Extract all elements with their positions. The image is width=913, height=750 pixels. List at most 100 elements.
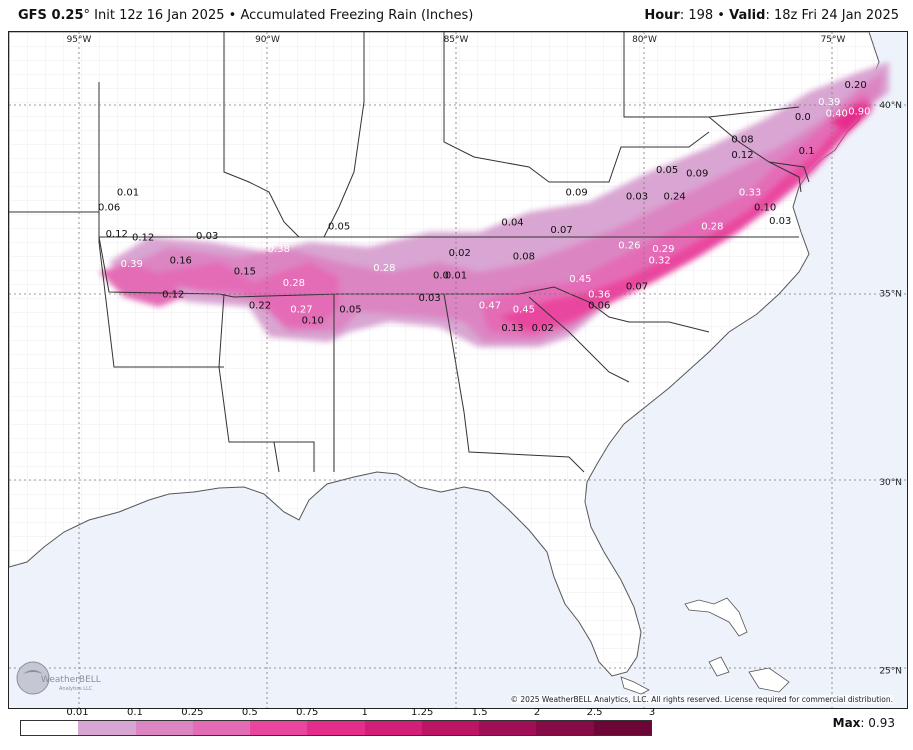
legend-color-segment	[78, 721, 136, 735]
logo-subtext: Analytics LLC	[59, 686, 93, 692]
bullet: •	[228, 7, 237, 23]
accumulation-value-label: 0.10	[754, 203, 776, 214]
longitude-label: 75°W	[821, 35, 846, 45]
accumulation-value-label: 0.09	[686, 169, 708, 180]
accumulation-value-label: 0.29	[652, 244, 674, 255]
legend-tick-label: 0.75	[296, 707, 319, 718]
valid-label: Valid	[729, 7, 766, 23]
latitude-label: 40°N	[879, 101, 902, 111]
accumulation-value-label: 0.13	[501, 323, 523, 334]
legend-tick-label: 1	[361, 707, 368, 718]
accumulation-value-label: 0.06	[588, 301, 610, 312]
latitude-label: 25°N	[879, 667, 902, 677]
product-name: Accumulated Freezing Rain (Inches)	[240, 7, 474, 23]
copyright-notice: © 2025 WeatherBELL Analytics, LLC. All r…	[510, 695, 893, 704]
weatherbell-logo-graphic: WeatherBELL Analytics LLC	[16, 661, 101, 695]
map-panel: 95°W 90°W 85°W 80°W 75°W 40°N 35°N 30°N 25°N 0.…	[8, 31, 908, 709]
accumulation-value-label: 0.28	[373, 263, 395, 274]
accumulation-value-label: 0.26	[618, 240, 640, 251]
legend-color-segment	[536, 721, 594, 735]
accumulation-value-label: 0.28	[283, 278, 305, 289]
islands	[620, 597, 790, 695]
legend-tick-label: 1.5	[471, 707, 488, 718]
logo-text: WeatherBELL	[41, 675, 101, 685]
legend-color-segment	[479, 721, 537, 735]
legend-color-segment	[250, 721, 308, 735]
accumulation-value-label: 0.0	[433, 270, 449, 281]
accumulation-value-label: 0.03	[626, 191, 648, 202]
legend-labels: 0.01 0.1 0.25 0.5 0.75 1 1.25 1.5 2 2.5 3	[20, 707, 656, 719]
accumulation-value-label: 0.05	[339, 304, 361, 315]
longitude-label: 95°W	[67, 35, 92, 45]
longitude-label: 90°W	[255, 35, 280, 45]
accumulation-value-label: 0.0	[795, 112, 811, 123]
legend-tick-label: 0.1	[126, 707, 143, 718]
accumulation-value-label: 0.40	[826, 108, 848, 119]
latitude-labels: 40°N 35°N 30°N 25°N	[879, 101, 902, 677]
legend-tick-label: 0.01	[66, 707, 89, 718]
accumulation-value-label: 0.09	[566, 187, 588, 198]
accumulation-value-label: 0.47	[479, 301, 501, 312]
legend-tick-label: 3	[648, 707, 656, 718]
accumulation-value-label: 0.02	[532, 323, 554, 334]
longitude-labels: 95°W 90°W 85°W 80°W 75°W	[67, 35, 846, 45]
value-labels: 0.01 0.06 0.12 0.12 0.03 0.05 0.39 0.16 0.38 0.15…	[98, 80, 870, 334]
accumulation-value-label: 0.08	[513, 252, 535, 263]
valid-value: : 18z Fri 24 Jan 2025	[765, 7, 899, 23]
latitude-label: 30°N	[879, 478, 902, 488]
accumulation-value-label: 0.02	[449, 248, 471, 259]
legend-color-segment	[593, 721, 651, 735]
legend-tick-label: 0.5	[241, 707, 258, 718]
accumulation-value-label: 0.12	[162, 289, 184, 300]
accumulation-value-label: 0.10	[302, 316, 324, 327]
longitude-label: 80°W	[632, 35, 657, 45]
state-borders	[9, 32, 810, 473]
accumulation-value-label: 0.45	[513, 304, 535, 315]
legend-color-segment	[421, 721, 480, 735]
accumulation-value-label: 0.45	[569, 274, 591, 285]
legend-tick-label: 2.5	[586, 707, 603, 718]
accumulation-value-label: 0.07	[626, 282, 648, 293]
legend-color-segment	[307, 721, 365, 735]
max-value: : 0.93	[860, 716, 895, 730]
accumulation-value-label: 0.01	[117, 187, 139, 198]
valid-time-box: Hour: 198 • Valid: 18z Fri 24 Jan 2025	[644, 8, 913, 23]
accumulation-value-label: 0.12	[132, 233, 154, 244]
freezing-rain-swath	[99, 62, 889, 347]
legend-color-segment	[135, 721, 193, 735]
max-value-box: Max: 0.93	[833, 716, 895, 730]
accumulation-value-label: 0.03	[769, 216, 791, 227]
accumulation-value-label: 0.39	[818, 97, 840, 108]
accumulation-value-label: 0.07	[550, 225, 572, 236]
accumulation-value-label: 0.15	[234, 267, 256, 278]
accumulation-value-label: 0.33	[739, 187, 761, 198]
accumulation-value-label: 0.03	[418, 293, 440, 304]
legend-tick-label: 1.25	[411, 707, 434, 718]
init-time: Init 12z 16 Jan 2025	[94, 7, 225, 23]
hour-label: Hour	[644, 7, 680, 23]
accumulation-value-label: 0.20	[844, 80, 866, 91]
legend-tick-label: 0.25	[181, 707, 204, 718]
weather-map: 95°W 90°W 85°W 80°W 75°W 40°N 35°N 30°N 25°N 0.…	[9, 32, 907, 708]
header-bar: GFS 0.25° Init 12z 16 Jan 2025 • Accumul…	[0, 0, 913, 30]
accumulation-value-label: 0.04	[501, 218, 523, 229]
legend-tick-label: 2	[533, 707, 541, 718]
accumulation-value-label: 0.38	[268, 244, 290, 255]
accumulation-value-label: 0.27	[290, 304, 312, 315]
latitude-label: 35°N	[879, 290, 902, 300]
degree-mark: °	[83, 7, 91, 23]
weatherbell-logo: WeatherBELL Analytics LLC	[15, 658, 115, 698]
accumulation-value-label: 0.06	[98, 203, 120, 214]
longitude-label: 85°W	[444, 35, 469, 45]
accumulation-value-label: 0.03	[196, 231, 218, 242]
accumulation-value-label: 0.28	[701, 221, 723, 232]
legend-color-segment	[192, 721, 251, 735]
accumulation-value-label: 0.39	[121, 259, 143, 270]
accumulation-value-label: 0.16	[170, 255, 192, 266]
bullet-2: •	[717, 7, 725, 23]
accumulation-value-label: 0.05	[656, 165, 678, 176]
max-label: Max	[832, 716, 861, 730]
accumulation-value-label: 0.1	[799, 146, 815, 157]
legend-color-segment	[364, 721, 422, 735]
product-title: GFS 0.25° Init 12z 16 Jan 2025 • Accumul…	[0, 8, 473, 23]
